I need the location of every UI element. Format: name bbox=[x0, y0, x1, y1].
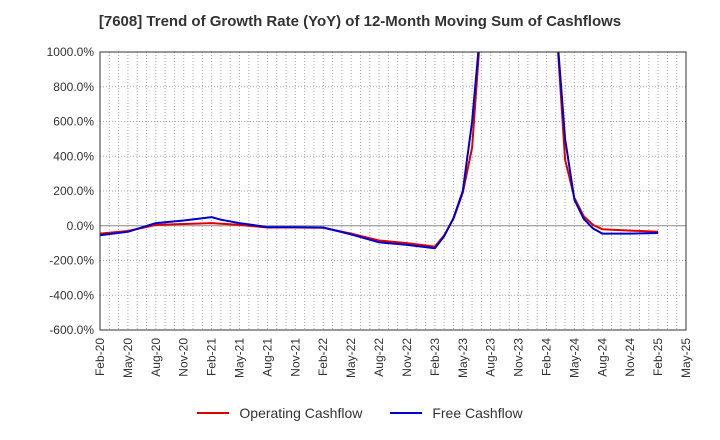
x-tick-label: Nov-24 bbox=[623, 338, 637, 377]
x-tick-label: Nov-22 bbox=[400, 338, 414, 377]
chart-legend: Operating Cashflow Free Cashflow bbox=[0, 405, 720, 421]
chart-title: [7608] Trend of Growth Rate (YoY) of 12-… bbox=[98, 13, 622, 30]
x-tick-label: Feb-21 bbox=[205, 338, 219, 376]
x-tick-label: Feb-25 bbox=[651, 338, 665, 376]
y-tick-label: -400.0% bbox=[49, 288, 94, 302]
y-tick-label: 600.0% bbox=[53, 115, 94, 129]
legend-swatch-free-cashflow bbox=[390, 412, 423, 414]
x-tick-label: May-21 bbox=[233, 338, 247, 378]
y-tick-label: 1000.0% bbox=[47, 45, 95, 59]
x-tick-label: Feb-24 bbox=[539, 338, 553, 376]
legend-item-free-cashflow: Free Cashflow bbox=[390, 405, 523, 421]
legend-swatch-operating-cashflow bbox=[197, 412, 230, 414]
legend-label-free-cashflow: Free Cashflow bbox=[432, 405, 523, 421]
x-tick-label: Nov-21 bbox=[288, 338, 302, 377]
x-tick-label: May-25 bbox=[679, 338, 693, 378]
legend-label-operating-cashflow: Operating Cashflow bbox=[239, 405, 363, 421]
legend-item-operating-cashflow: Operating Cashflow bbox=[197, 405, 362, 421]
x-tick-label: May-22 bbox=[344, 338, 358, 378]
x-tick-label: Aug-22 bbox=[372, 338, 386, 377]
y-tick-label: 0.0% bbox=[67, 219, 95, 233]
series-line-free-cashflow bbox=[100, 52, 659, 250]
x-tick-label: Feb-22 bbox=[316, 338, 330, 376]
x-tick-label: Nov-20 bbox=[177, 338, 191, 377]
x-tick-label: Aug-24 bbox=[595, 338, 609, 377]
plot-area bbox=[100, 52, 686, 330]
x-tick-label: May-23 bbox=[456, 338, 470, 378]
x-tick-label: May-20 bbox=[121, 338, 135, 378]
x-tick-label: Feb-23 bbox=[428, 338, 442, 376]
y-tick-label: -600.0% bbox=[49, 323, 94, 337]
plot-frame bbox=[99, 51, 687, 331]
x-tick-label: Aug-21 bbox=[260, 338, 274, 377]
y-tick-label: 200.0% bbox=[53, 184, 94, 198]
y-tick-label: 800.0% bbox=[53, 80, 94, 94]
y-tick-label: -200.0% bbox=[49, 254, 94, 268]
y-tick-label: 400.0% bbox=[53, 149, 94, 163]
x-tick-label: Aug-23 bbox=[484, 338, 498, 377]
x-tick-label: Nov-23 bbox=[512, 338, 526, 377]
x-tick-label: Feb-20 bbox=[93, 338, 107, 376]
x-tick-label: Aug-20 bbox=[149, 338, 163, 377]
x-tick-label: May-24 bbox=[567, 338, 581, 378]
